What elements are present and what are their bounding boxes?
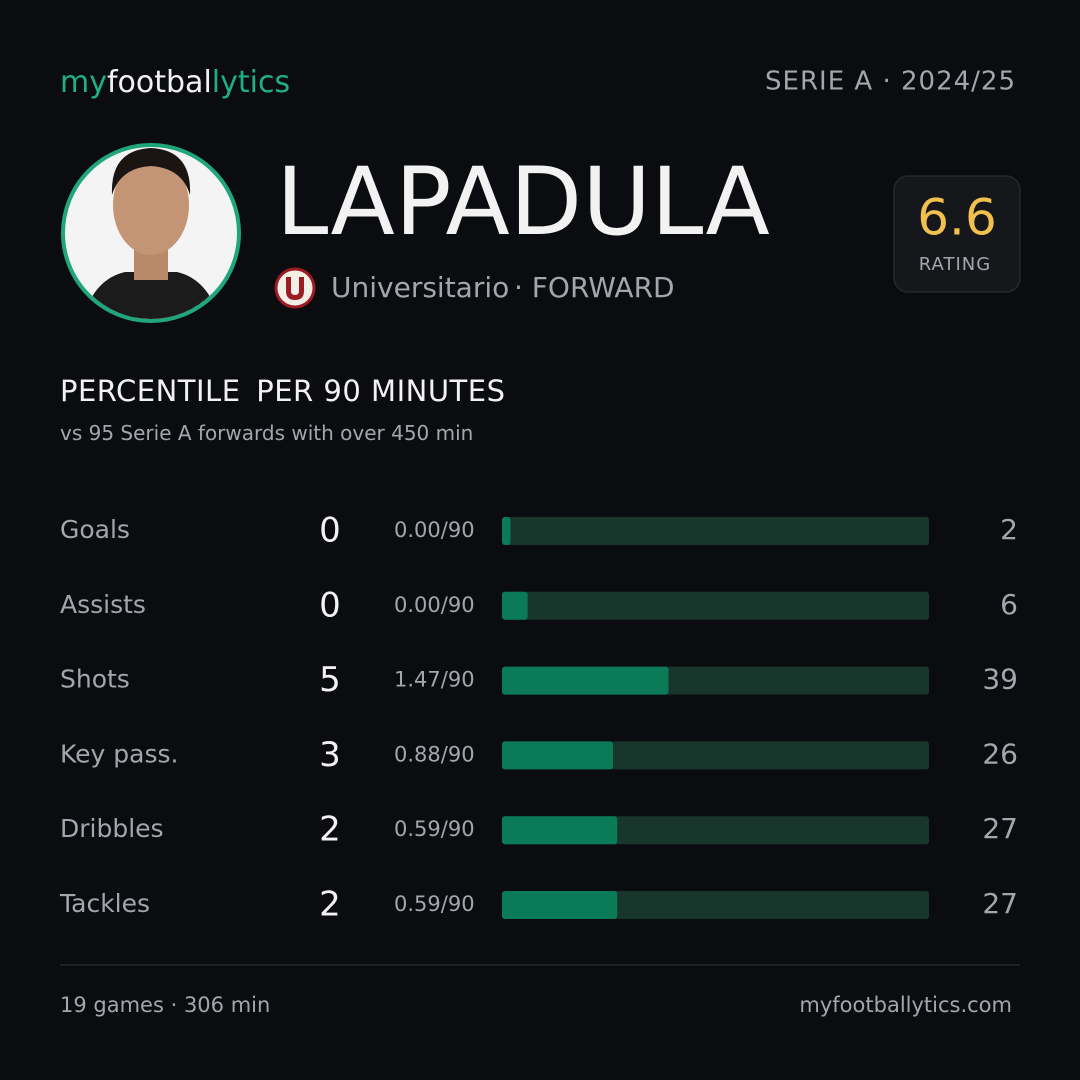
section-subtitle: vs 95 Serie A forwards with over 450 min	[60, 421, 473, 445]
rating-label: RATING	[919, 254, 991, 275]
percentile-bar	[502, 891, 618, 919]
stat-per90: 0.59/90	[394, 892, 475, 916]
player-photo	[61, 143, 241, 323]
stat-value: 2	[319, 810, 341, 850]
section-title-part: PERCENTILE	[60, 374, 241, 408]
percentile-bar	[502, 816, 618, 845]
club-crest	[274, 267, 316, 309]
rating-box	[893, 175, 1021, 293]
bar-track	[502, 517, 929, 545]
brand: myfootballytics	[60, 65, 290, 100]
section-subtitle-part: vs 95 Serie A forwards	[60, 421, 285, 445]
stat-per90: 0.59/90	[394, 817, 475, 841]
stat-percentile: 27	[982, 812, 1018, 845]
stat-label: Assists	[60, 590, 146, 619]
footer-site: myfootballytics.com	[799, 993, 1012, 1017]
rating: 6.6	[917, 189, 997, 247]
percentile-bar	[502, 591, 528, 620]
percentile-bar	[502, 741, 614, 770]
section-title-part: PER 90 MINUTES	[256, 374, 505, 408]
stat-per90: 1.47/90	[394, 668, 475, 692]
stat-percentile: 26	[982, 737, 1018, 770]
brand-part: footbal	[107, 65, 212, 100]
stat-value: 0	[319, 585, 341, 625]
stat-percentile: 27	[982, 887, 1018, 920]
stat-per90: 0.00/90	[394, 593, 475, 617]
stat-label: Key pass.	[60, 739, 178, 768]
brand-part: my	[60, 65, 107, 100]
stat-value: 3	[319, 735, 341, 775]
section-subtitle-part: with over 450 min	[291, 421, 473, 445]
stat-value: 5	[319, 660, 341, 700]
stat-value: 0	[319, 511, 341, 551]
bar-track	[502, 591, 929, 620]
section-title: PERCENTILE PER 90 MINUTES	[60, 374, 506, 408]
league-season: SERIE A · 2024/25	[765, 67, 1016, 97]
player-name: LAPADULA	[276, 148, 770, 257]
club: Universitario	[331, 271, 509, 304]
position: · FORWARD	[514, 271, 675, 304]
stat-per90: 0.88/90	[394, 742, 475, 766]
footer-summary: 19 games · 306 min	[60, 993, 270, 1017]
stat-label: Dribbles	[60, 814, 164, 843]
stat-percentile: 39	[982, 663, 1018, 696]
stat-percentile: 2	[1000, 513, 1018, 546]
percentile-bar	[502, 666, 669, 695]
stat-rows: Goals 0 0.00/90 2 Assists 0 0.00/90 6 Shots 5 1.47…	[59, 511, 1018, 925]
stat-label: Shots	[60, 665, 130, 694]
stat-value: 2	[319, 885, 341, 925]
stat-per90: 0.00/90	[394, 518, 475, 542]
stat-label: Tackles	[59, 889, 150, 918]
stat-label: Goals	[60, 515, 130, 544]
stat-percentile: 6	[1000, 588, 1018, 621]
brand-part: lytics	[212, 65, 290, 100]
percentile-bar	[502, 517, 511, 545]
